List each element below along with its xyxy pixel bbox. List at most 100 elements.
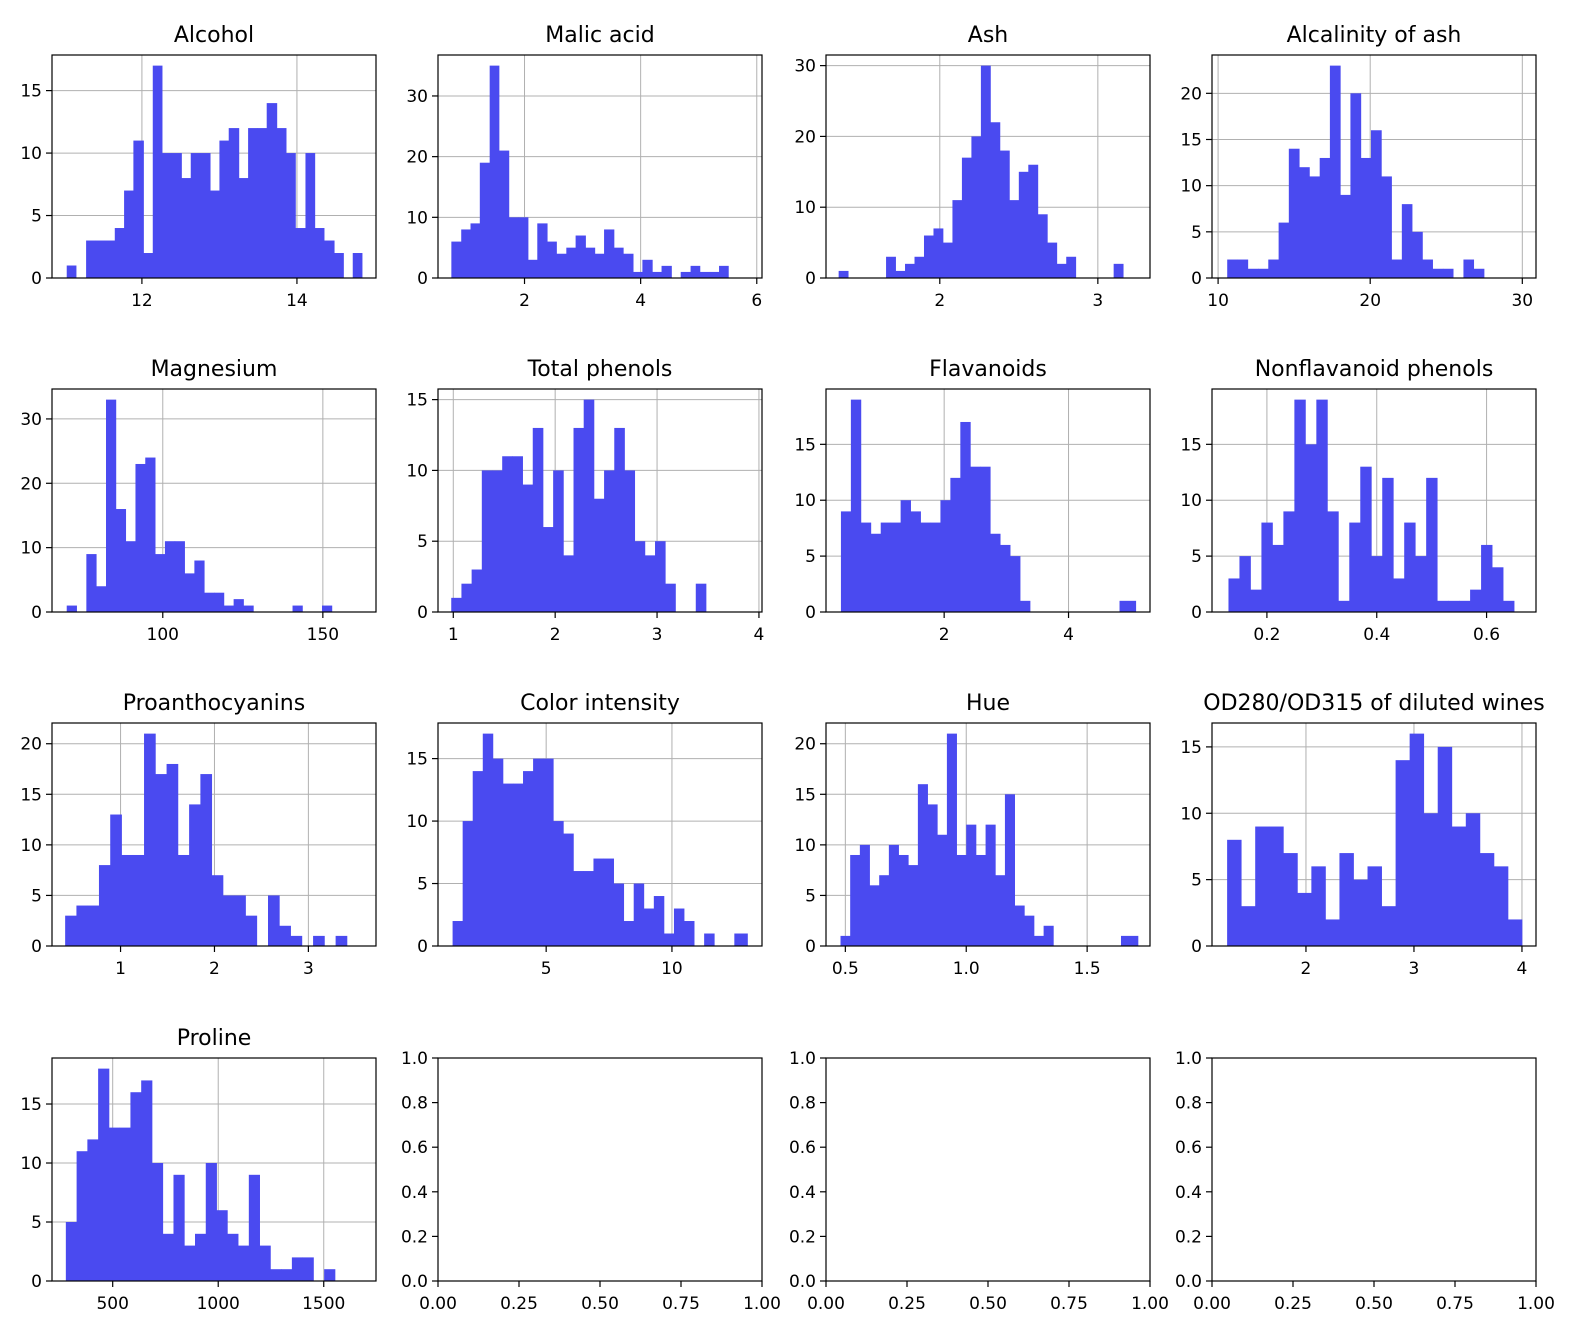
histogram-bar [125, 541, 136, 612]
histogram-bar [895, 270, 906, 278]
histogram-bar [1316, 399, 1328, 612]
histogram-bar [461, 229, 471, 278]
panel-title: Color intensity [520, 691, 680, 716]
histogram-bar [121, 854, 134, 946]
axes-frame [51, 1057, 377, 1282]
panel-title: Magnesium [151, 357, 278, 382]
y-tick-label: 15 [20, 785, 42, 805]
histogram-bar [132, 854, 145, 946]
x-tick-label: 0.75 [1436, 1294, 1474, 1314]
y-tick-label: 0 [31, 603, 42, 623]
histogram-bar [613, 247, 624, 278]
y-tick-label: 10 [406, 208, 428, 228]
histogram-bar [594, 253, 605, 278]
x-tick-label: 1.00 [1517, 1294, 1555, 1314]
histogram-bar [470, 223, 481, 278]
histogram-bar [1395, 760, 1411, 946]
histogram-bar [634, 541, 646, 612]
histogram-bar [135, 463, 146, 612]
histogram-bar [940, 500, 951, 612]
x-tick-label: 3 [1092, 291, 1103, 311]
histogram-bar [1327, 511, 1339, 612]
histogram-bar [489, 65, 500, 278]
histogram-bar [238, 1245, 250, 1281]
histogram-panel: 500 1000 1500 0 5 10 15 Proline [20, 1026, 377, 1314]
histogram-bar [1228, 578, 1240, 612]
histogram-bar [498, 150, 510, 278]
histogram-bar [533, 758, 544, 946]
x-tick-label: 1.00 [743, 1294, 781, 1314]
histogram-bar [1250, 589, 1262, 612]
histogram-bar [975, 854, 986, 946]
x-tick-label: 10 [661, 959, 683, 979]
histogram-bar [1311, 866, 1326, 946]
histogram-bar [1043, 925, 1054, 946]
y-tick-label: 10 [20, 539, 42, 559]
histogram-bar [164, 541, 176, 612]
histogram-bar [1283, 853, 1298, 946]
histogram-bar [603, 858, 614, 946]
axes-frame [825, 1057, 1151, 1282]
histogram-bar [86, 240, 96, 278]
y-tick-label: 5 [31, 886, 42, 906]
histogram-bar [644, 555, 656, 612]
histogram-bar [920, 522, 931, 612]
histogram-bar [86, 554, 97, 612]
y-tick-label: 10 [406, 461, 428, 481]
axes-frame [1211, 54, 1537, 279]
y-tick-label: 0.4 [401, 1183, 428, 1203]
x-tick-label: 1.0 [953, 959, 980, 979]
panel-title: Alcalinity of ash [1287, 23, 1462, 48]
histogram-bar [223, 605, 235, 612]
histogram-bar [184, 573, 195, 612]
histogram-bar [108, 1127, 121, 1281]
histogram-bar [838, 270, 849, 278]
y-tick-label: 15 [20, 1095, 42, 1115]
histogram-bar [1437, 746, 1453, 946]
histogram-bar [663, 933, 675, 946]
histogram-bar [990, 533, 1001, 612]
histogram-bar [840, 935, 851, 946]
histogram-bar [870, 533, 882, 612]
x-tick-label: 1.5 [1074, 959, 1101, 979]
x-tick-label: 0.00 [419, 1294, 457, 1314]
histogram-bar [155, 554, 166, 612]
panel-title: Proanthocyanins [123, 691, 305, 716]
x-tick-label: 4 [1063, 625, 1074, 645]
histogram-bar [888, 844, 899, 946]
histogram-bar [860, 522, 872, 612]
histogram-bar [133, 140, 144, 278]
y-tick-label: 20 [1180, 84, 1202, 104]
panel-title: OD280/OD315 of diluted wines [1203, 691, 1544, 716]
histogram-bar [1268, 259, 1280, 278]
x-tick-label: 0.2 [1253, 625, 1280, 645]
histogram-bar [291, 1257, 304, 1281]
histogram-bar [1470, 589, 1482, 612]
histogram-bar [1481, 544, 1493, 612]
histogram-bar [461, 583, 473, 612]
histogram-bar [324, 240, 335, 278]
histogram-bar [1493, 866, 1509, 946]
histogram-panel: 1 2 3 0 5 10 15 20 Proanthocyanins [20, 691, 377, 979]
histogram-bar [1227, 259, 1238, 278]
y-tick-label: 15 [1180, 435, 1202, 455]
x-tick-label: 0.25 [500, 1294, 538, 1314]
histogram-bar [162, 153, 172, 278]
axes-frame [825, 722, 1151, 947]
histogram-bar [98, 1068, 110, 1281]
histogram-bar [98, 865, 111, 946]
x-tick-label: 10 [1207, 291, 1229, 311]
histogram-bar [937, 834, 948, 946]
x-tick-label: 4 [754, 625, 765, 645]
histogram-bar [1258, 268, 1269, 278]
x-tick-label: 2 [209, 959, 220, 979]
histogram-bar [1463, 259, 1475, 278]
axes-frame [825, 54, 1151, 279]
histogram-bar [1370, 130, 1382, 278]
x-tick-label: 0.25 [1274, 1294, 1312, 1314]
y-tick-label: 5 [805, 547, 816, 567]
histogram-bar [512, 783, 524, 946]
histogram-bar [1261, 522, 1273, 612]
histogram-bar [563, 833, 574, 946]
y-tick-label: 0 [417, 603, 428, 623]
